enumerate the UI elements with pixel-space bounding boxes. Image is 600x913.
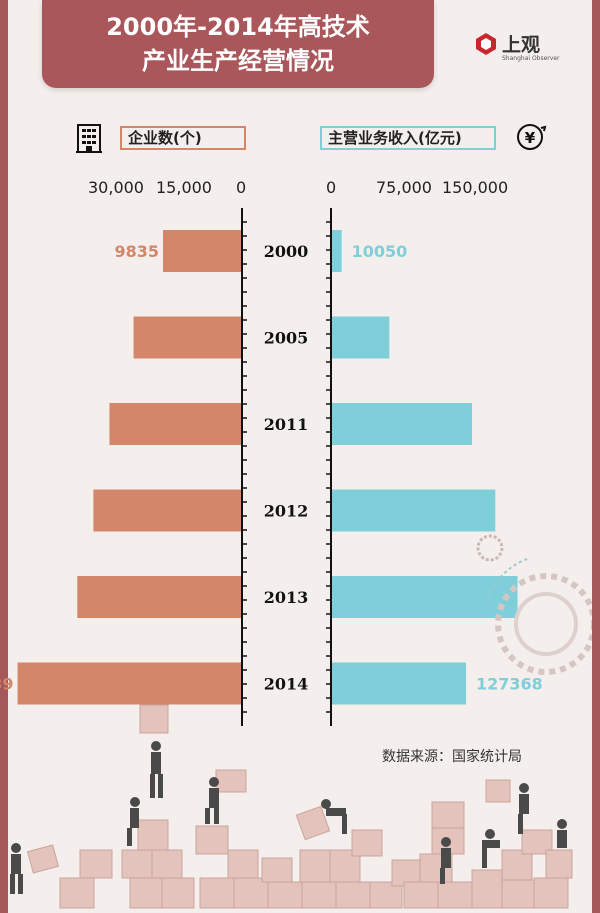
logo: 上观 Shanghai Observer	[466, 28, 576, 68]
title-banner: 2000年-2014年高技术 产业生产经营情况	[42, 0, 434, 88]
logo-mark-icon	[476, 33, 496, 55]
right-tick-75000: 75,000	[376, 178, 432, 197]
legend-enterprises: 企业数(个)	[120, 126, 246, 150]
gear-decoration-icon	[476, 534, 592, 675]
left-tick-0: 0	[236, 178, 247, 197]
enterprise-bar-2014	[17, 662, 242, 705]
revenue-value-2000: 10050	[352, 242, 408, 261]
enterprise-value-2000: 9835	[114, 242, 159, 261]
right-tick-150000: 150,000	[442, 178, 509, 197]
revenue-value-2014: 127368	[476, 675, 543, 694]
year-label-2014: 2014	[264, 675, 309, 694]
logo-text: 上观	[502, 34, 541, 56]
revenue-bar-2000	[331, 230, 342, 272]
right-tick-0: 0	[326, 178, 337, 197]
legend-revenue: 主营业务收入(亿元)	[320, 126, 496, 150]
boxes-illustration	[10, 704, 573, 909]
enterprise-bar-2000	[162, 230, 242, 272]
enterprise-bar-2011	[109, 403, 242, 445]
yen-icon: ¥	[517, 124, 547, 150]
title-line-1: 2000年-2014年高技术	[106, 13, 370, 41]
revenue-bar-2014	[331, 662, 467, 705]
enterprise-bar-2005	[133, 316, 242, 359]
data-source: 数据来源：国家统计局	[382, 749, 522, 765]
year-label-2000: 2000	[264, 242, 309, 261]
revenue-bar-2011	[331, 403, 472, 445]
revenue-bar-2012	[331, 489, 496, 532]
year-label-2012: 2012	[264, 502, 309, 521]
enterprise-bar-2012	[93, 489, 242, 532]
logo-subtitle: Shanghai Observer	[502, 55, 560, 62]
enterprise-value-2014: 27939	[0, 675, 14, 694]
left-tick-30000: 30,000	[88, 178, 144, 197]
year-label-2011: 2011	[264, 415, 309, 434]
title-line-2: 产业生产经营情况	[142, 47, 334, 75]
year-label-2013: 2013	[264, 588, 309, 607]
left-tick-15000: 15,000	[156, 178, 212, 197]
svg-text:¥: ¥	[525, 129, 536, 147]
revenue-bar-2013	[331, 576, 518, 618]
building-icon	[76, 124, 102, 153]
year-label-2005: 2005	[264, 329, 309, 348]
revenue-bar-2005	[331, 316, 390, 359]
enterprise-bar-2013	[77, 576, 242, 618]
